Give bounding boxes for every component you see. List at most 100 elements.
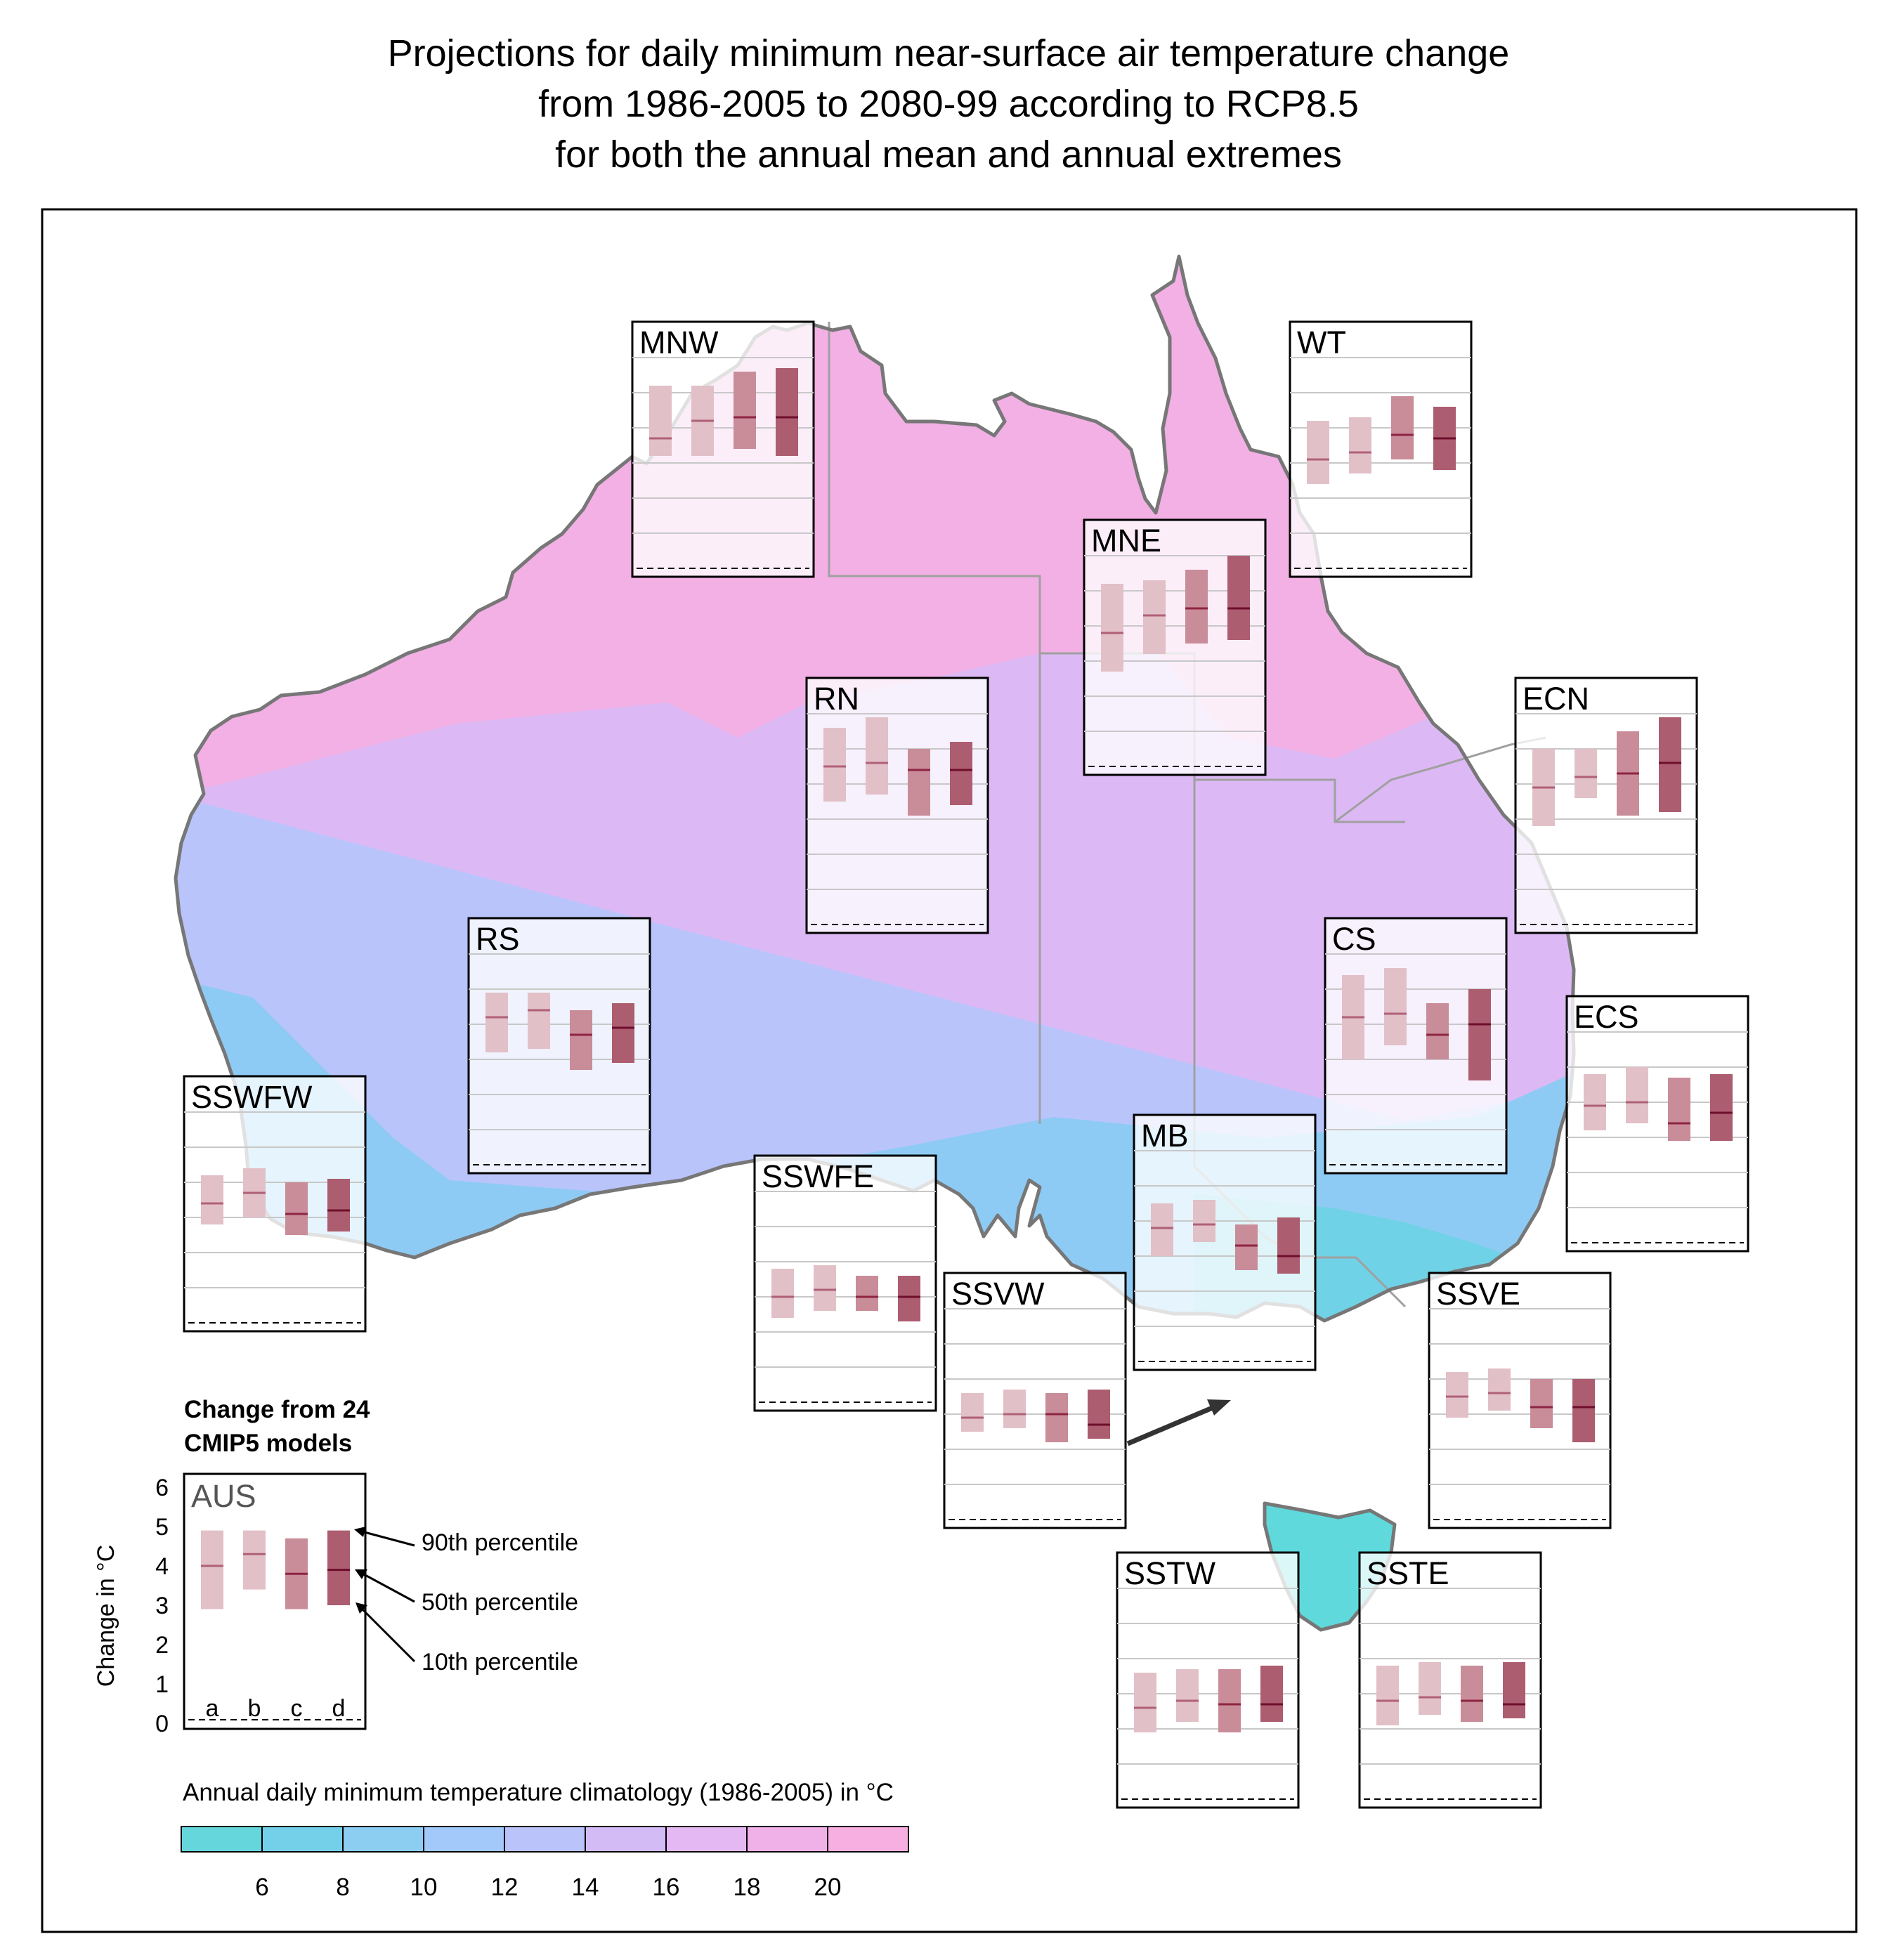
bar-a (485, 993, 508, 1052)
bar-b (1575, 749, 1597, 798)
panel-title: RN (814, 681, 859, 717)
legend-bar-letter: b (248, 1695, 261, 1722)
legend-bar-letter: d (332, 1695, 346, 1722)
bar-c (1235, 1224, 1258, 1270)
bar-d (1503, 1662, 1525, 1718)
bar-c (285, 1182, 308, 1235)
colorbar-cell (827, 1826, 909, 1853)
bar-d (776, 368, 798, 456)
panel-title: SSVE (1436, 1276, 1520, 1312)
colorbar-cell (665, 1826, 748, 1853)
colorbar-cell (342, 1826, 424, 1853)
bar-c (734, 372, 756, 449)
legend-bar-b (243, 1530, 266, 1590)
bar-a (201, 1175, 223, 1224)
colorbar-cell (181, 1826, 263, 1853)
bar-a (1446, 1372, 1468, 1418)
bar-d (1088, 1390, 1110, 1439)
bar-b (1003, 1390, 1026, 1428)
region-panel-sswfe: SSWFE (753, 1154, 937, 1412)
region-panels: MNW WT MNE RN ECN RS CS ECS SSWFW SSWFE MB SSVW SSVE… (183, 320, 1749, 1809)
legend-y-tick: 1 (155, 1671, 169, 1698)
legend-y-tick: 4 (155, 1553, 169, 1580)
region-panel-ssve: SSVE (1428, 1272, 1612, 1529)
bar-b (528, 993, 550, 1049)
bar-c (1668, 1078, 1690, 1141)
bar-a (823, 728, 846, 802)
bar-b (1193, 1200, 1215, 1242)
panel-title: MNE (1091, 523, 1161, 558)
border-wa-nt-sa (828, 322, 1041, 1124)
bar-a (771, 1269, 794, 1318)
bar-c (1185, 570, 1208, 643)
map-frame (41, 208, 1858, 1933)
colorbar-cell (746, 1826, 828, 1853)
legend-heading-line-1: Change from 24 (184, 1396, 370, 1423)
region-panel-sswfw: SSWFW (183, 1075, 367, 1333)
region-panel-mb: MB (1133, 1113, 1317, 1371)
legend-p50-arrowhead (355, 1569, 367, 1579)
panel-title: ECN (1523, 681, 1589, 717)
bar-c (1391, 396, 1414, 459)
legend-example-region: AUS (191, 1478, 256, 1514)
legend-p50-label: 50th percentile (422, 1589, 578, 1616)
bar-d (950, 742, 972, 805)
legend-bar-a (201, 1530, 223, 1609)
legend-y-tick: 5 (155, 1514, 169, 1541)
colorbar-tick-labels: 6 8 10 12 14 16 18 20 (255, 1874, 841, 1901)
legend-y-tick: 6 (155, 1475, 169, 1501)
bar-b (1176, 1669, 1199, 1722)
region-panel-rs: RS (467, 917, 651, 1175)
legend-p90-label: 90th percentile (422, 1529, 578, 1556)
colorbar-cell (585, 1826, 667, 1853)
bar-b (814, 1265, 836, 1311)
legend-y-tick: 3 (155, 1593, 169, 1619)
region-panel-mne: MNE (1083, 518, 1267, 776)
bar-b (1626, 1067, 1648, 1123)
panel-title: SSVW (951, 1276, 1045, 1312)
region-panel-sstw: SSTW (1116, 1551, 1300, 1809)
legend-bar-letter: c (291, 1695, 303, 1722)
bar-c (856, 1276, 878, 1311)
panel-title: CS (1332, 921, 1376, 957)
region-panel-ecn: ECN (1514, 677, 1698, 934)
region-panel-cs: CS (1324, 917, 1508, 1175)
legend-y-tick: 0 (155, 1711, 169, 1737)
legend-p10-pointer (360, 1607, 416, 1663)
bar-d (1260, 1666, 1283, 1722)
panel-title: ECS (1574, 999, 1639, 1035)
region-panel-wt: WT (1289, 320, 1473, 578)
panel-title: SSWFW (191, 1079, 313, 1115)
title-line-1: Projections for daily minimum near-surfa… (387, 32, 1510, 74)
ssvw-pointer-arrow (1126, 1402, 1220, 1446)
figure-title: Projections for daily minimum near-surfa… (0, 28, 1897, 180)
colorbar-cell (504, 1826, 586, 1853)
region-panel-rn: RN (805, 677, 989, 934)
bar-d (327, 1179, 350, 1231)
title-line-2: from 1986-2005 to 2080-99 according to R… (538, 83, 1359, 125)
legend-bar-d (327, 1530, 350, 1605)
bar-a (1376, 1666, 1399, 1725)
colorbar-tick: 16 (653, 1874, 680, 1901)
bar-b (866, 717, 888, 795)
bar-a (1134, 1673, 1156, 1732)
colorbar: Annual daily minimum temperature climato… (181, 1779, 909, 1901)
legend: Change from 24 CMIP5 models a b c d AUS 0 1 2 3 4… (93, 1396, 578, 1737)
bar-a (1307, 421, 1329, 484)
legend-p10-arrowhead (356, 1602, 367, 1614)
colorbar-tick: 18 (734, 1874, 761, 1901)
bar-b (1384, 968, 1407, 1045)
legend-p90-arrowhead (354, 1527, 366, 1537)
legend-p10-label: 10th percentile (422, 1649, 578, 1675)
region-panel-ecs: ECS (1565, 995, 1749, 1253)
legend-y-tick: 2 (155, 1632, 169, 1659)
legend-y-axis-label: Change in °C (93, 1545, 119, 1687)
bar-d (1710, 1074, 1733, 1141)
legend-p50-pointer (362, 1572, 415, 1603)
panel-title: WT (1297, 325, 1346, 360)
colorbar-tick: 6 (255, 1874, 268, 1901)
panel-title: SSTW (1124, 1555, 1216, 1591)
bar-d (898, 1276, 920, 1321)
bar-c (570, 1010, 592, 1070)
